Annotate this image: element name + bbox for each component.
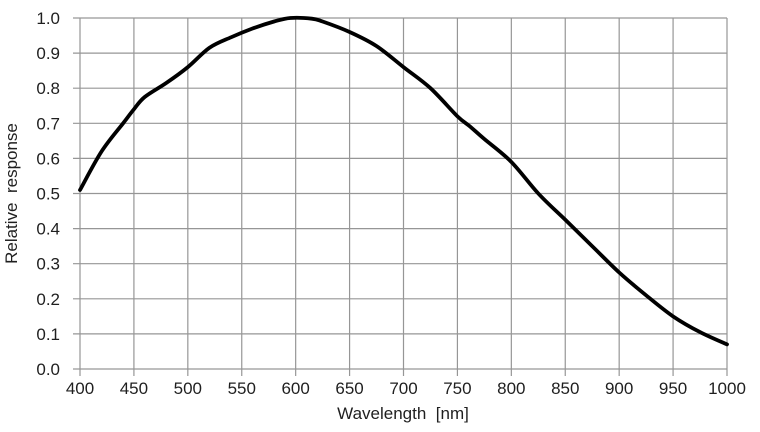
y-tick-label-0.6: 0.6 <box>36 149 60 168</box>
x-tick-label-700: 700 <box>389 379 417 398</box>
x-tick-label-400: 400 <box>66 379 94 398</box>
response-curve <box>78 15 729 347</box>
y-tick-label-0.9: 0.9 <box>36 44 60 63</box>
y-tick-label-0.7: 0.7 <box>36 114 60 133</box>
x-tick-label-450: 450 <box>120 379 148 398</box>
x-tick-label-1000: 1000 <box>708 379 746 398</box>
x-tick-label-900: 900 <box>605 379 633 398</box>
x-axis-title: Wavelength [nm] <box>337 404 469 423</box>
x-tick-label-550: 550 <box>228 379 256 398</box>
x-tick-label-650: 650 <box>335 379 363 398</box>
y-tick-label-0.8: 0.8 <box>36 79 60 98</box>
x-tick-label-600: 600 <box>281 379 309 398</box>
series-layer <box>78 15 729 347</box>
x-tick-label-500: 500 <box>174 379 202 398</box>
y-tick-label-0.2: 0.2 <box>36 290 60 309</box>
x-tick-label-850: 850 <box>551 379 579 398</box>
y-tick-label-0.5: 0.5 <box>36 185 60 204</box>
grid-layer <box>73 17 728 376</box>
x-tick-label-950: 950 <box>659 379 687 398</box>
y-axis-title: Relative response <box>2 123 21 264</box>
y-tick-label-0.3: 0.3 <box>36 255 60 274</box>
y-tick-label-0.1: 0.1 <box>36 325 60 344</box>
x-tick-label-750: 750 <box>443 379 471 398</box>
y-tick-label-0.4: 0.4 <box>36 220 60 239</box>
y-tick-label-1.0: 1.0 <box>36 9 60 28</box>
tick-label-layer: 400 450 500 550 600 650 700 750 800 850 900 950 1000… <box>36 9 746 398</box>
y-tick-label-0.0: 0.0 <box>36 360 60 379</box>
x-tick-label-800: 800 <box>497 379 525 398</box>
